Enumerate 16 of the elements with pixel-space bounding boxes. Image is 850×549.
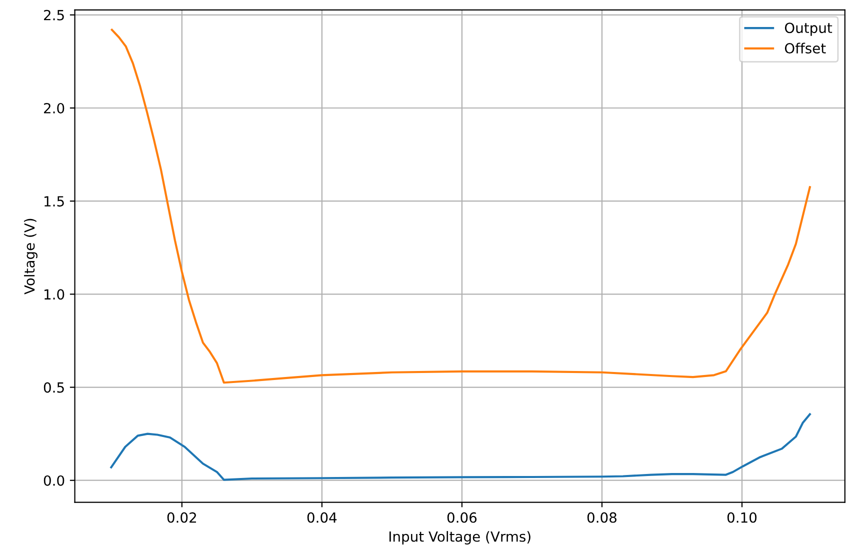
y-tick-label: 1.5 — [44, 196, 64, 207]
x-tick-label: 0.06 — [447, 512, 477, 523]
y-axis-title: Voltage (V) — [24, 218, 38, 294]
legend-label: Offset — [784, 42, 826, 54]
y-tick-label: 2.0 — [44, 102, 64, 114]
y-tick-label: 0.0 — [44, 475, 64, 486]
x-tick-label: 0.04 — [307, 512, 337, 523]
y-tick-label: 2.5 — [44, 10, 64, 20]
x-axis-title: Input Voltage (Vrms) — [389, 531, 530, 544]
legend-label: Output — [784, 22, 832, 36]
y-tick-label: 1.0 — [44, 289, 64, 300]
x-tick-label: 0.08 — [587, 512, 616, 523]
x-tick-label: 0.10 — [727, 512, 757, 523]
y-tick-label: 0.5 — [44, 382, 64, 393]
line-series — [110, 413, 811, 481]
x-tick-label: 0.02 — [167, 512, 196, 523]
